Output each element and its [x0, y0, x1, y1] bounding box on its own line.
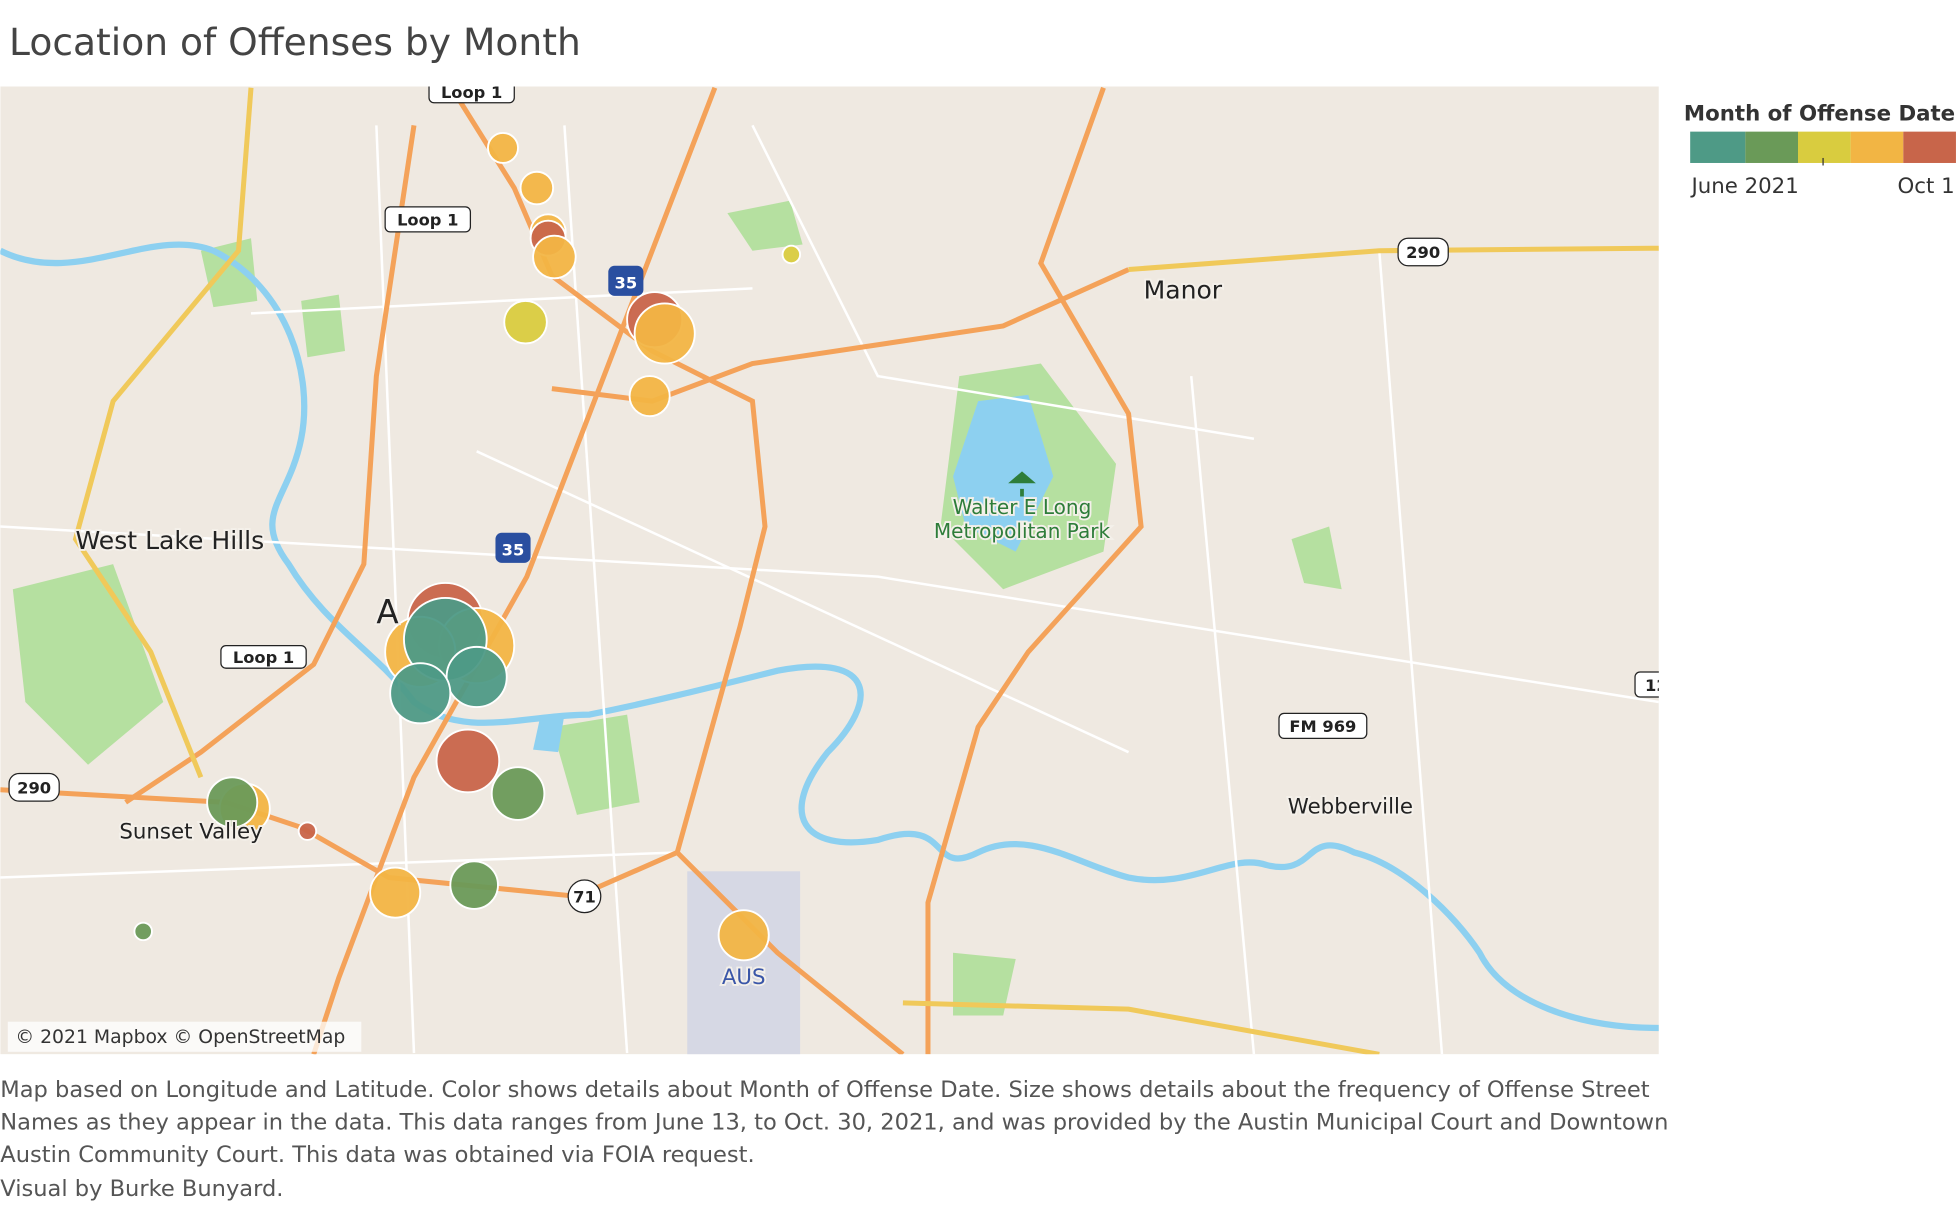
title: Location of Offenses by Month — [9, 20, 581, 64]
water — [0, 241, 1659, 1032]
map-label: Sunset Valley — [119, 820, 262, 845]
map-label: West Lake Hills — [76, 526, 265, 555]
map-label: 290 — [17, 779, 51, 798]
map-label: 290 — [1406, 243, 1440, 262]
offense-points — [133, 131, 802, 962]
map-label: Loop 1 — [233, 648, 294, 667]
attribution: © 2021 Mapbox © OpenStreetMap — [15, 1027, 345, 1048]
airport — [687, 871, 801, 1055]
yellow-roads — [72, 87, 1659, 1055]
map-label: Webberville — [1288, 795, 1413, 820]
road-shields: Loop 1 Loop 1 35 290 35 Loop 1 290 71 FM… — [8, 83, 1668, 914]
legend-title: Month of Offense Date — [1684, 101, 1955, 126]
map-label: Manor — [1144, 275, 1223, 304]
map-label: Metropolitan Park — [934, 519, 1111, 543]
map[interactable]: Loop 1 Loop 1 35 290 35 Loop 1 290 71 FM… — [0, 80, 1672, 1055]
map-label: 35 — [502, 540, 525, 559]
map-label: FM 969 — [1289, 717, 1356, 736]
map-background — [0, 86, 1659, 1055]
map-label: 12 — [1645, 676, 1668, 695]
legend-start: June 2021 — [1689, 174, 1798, 199]
map-label: 71 — [573, 888, 596, 907]
streets — [0, 124, 1659, 1055]
legend-end: Oct 1 — [1898, 174, 1955, 199]
map-label: Loop 1 — [441, 83, 502, 102]
map-label: A — [376, 593, 399, 631]
caption-line: Visual by Burke Bunyard. — [0, 1176, 283, 1202]
caption-line: Names as they appear in the data. This d… — [0, 1110, 1668, 1136]
legend-ramp — [1690, 131, 1956, 166]
map-label: AUS — [722, 965, 766, 990]
caption-line: Map based on Longitude and Latitude. Col… — [0, 1077, 1650, 1103]
park-icon — [1008, 471, 1036, 497]
map-label: Loop 1 — [397, 211, 458, 230]
attribution-bg — [7, 1021, 362, 1052]
map-label: Walter E Long — [953, 495, 1092, 519]
caption-line: Austin Community Court. This data was ob… — [0, 1142, 754, 1168]
map-label: 35 — [615, 273, 638, 292]
lake — [533, 394, 1054, 753]
